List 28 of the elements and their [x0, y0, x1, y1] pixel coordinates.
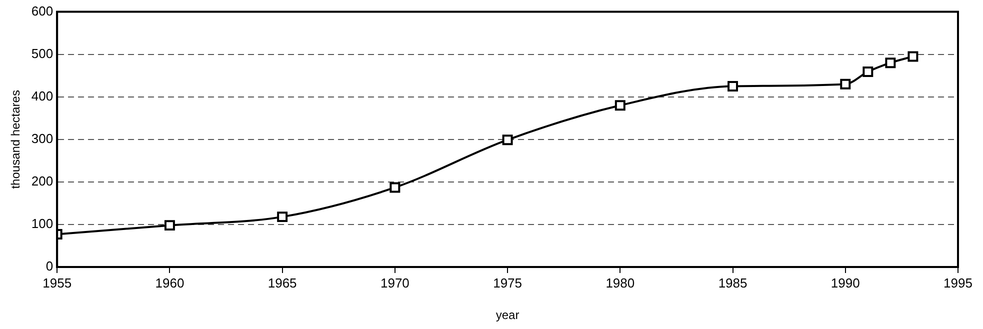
x-tick-label: 1955: [42, 275, 72, 290]
point: [277, 212, 288, 222]
x-axis-title: year: [496, 308, 520, 322]
point: [614, 100, 626, 111]
point: [840, 78, 851, 90]
x-tick-label: 1970: [380, 275, 410, 290]
x-tick-label: 1980: [606, 275, 635, 290]
point: [390, 182, 400, 193]
y-tick-label: 100: [31, 216, 54, 232]
point: [164, 220, 175, 231]
y-tick-label: 300: [31, 130, 54, 146]
x-tick-label: 1965: [268, 275, 297, 290]
point: [885, 58, 896, 68]
y-tick-label: 500: [31, 46, 54, 61]
y-tick-label: 200: [31, 174, 54, 189]
x-tick-label: 1960: [155, 275, 184, 290]
y-axis-title: thousand hectares: [8, 90, 23, 189]
y-tick-label: 600: [31, 3, 54, 18]
x-tick-label: 1995: [944, 275, 972, 290]
point: [862, 66, 874, 78]
x-tick-label: 1990: [830, 275, 860, 290]
y-tick-label: 0: [46, 258, 54, 274]
point: [502, 134, 513, 146]
point: [908, 51, 918, 62]
y-tick-label: 400: [31, 88, 54, 104]
x-tick-label: 1975: [493, 275, 522, 290]
point: [728, 80, 738, 92]
x-tick-label: 1985: [718, 275, 748, 290]
